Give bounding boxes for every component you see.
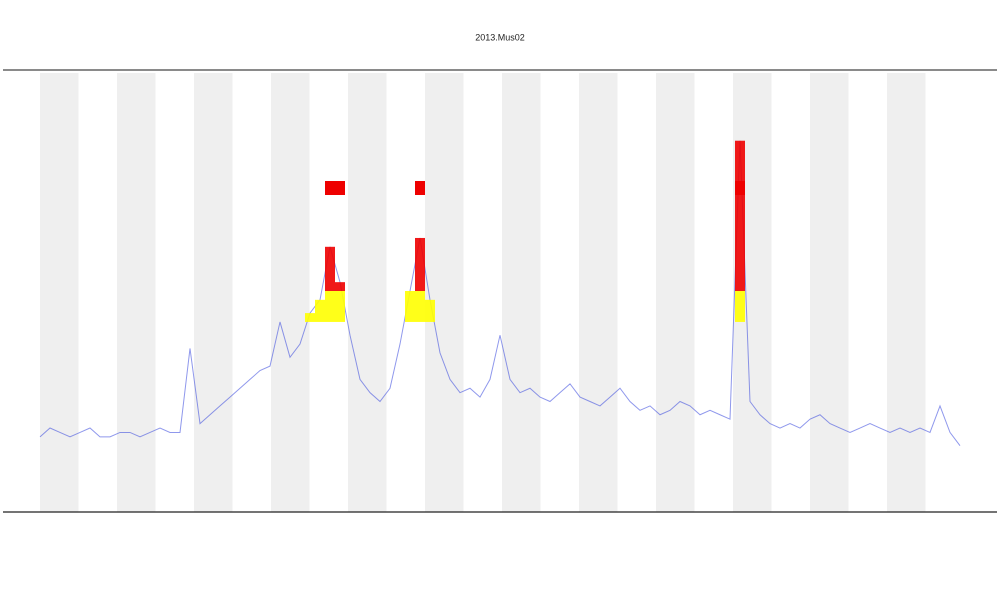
background-band [40, 73, 79, 512]
threshold-fill [405, 291, 415, 322]
exceedance-marker [325, 181, 335, 195]
background-band [117, 73, 156, 512]
background-band [271, 73, 310, 512]
threshold-fill [315, 299, 325, 322]
threshold-fill [735, 140, 745, 291]
threshold-fill [425, 299, 435, 322]
background-band [425, 73, 464, 512]
background-band [194, 73, 233, 512]
threshold-fill [735, 291, 745, 322]
background-band [810, 73, 849, 512]
exceedance-marker [735, 181, 745, 195]
threshold-fill [335, 291, 345, 322]
background-band [348, 73, 387, 512]
background-band [656, 73, 695, 512]
threshold-fill [335, 282, 345, 291]
threshold-fill [325, 291, 335, 322]
background-band [887, 73, 926, 512]
threshold-fill [415, 291, 425, 322]
chart-title: 2013.Mus02 [475, 32, 525, 42]
threshold-fill [305, 313, 315, 322]
exceedance-marker [415, 181, 425, 195]
background-band [502, 73, 541, 512]
threshold-fill [415, 237, 425, 291]
threshold-fill [325, 246, 335, 291]
exceedance-marker [335, 181, 345, 195]
data-line [39, 140, 961, 447]
background-band [579, 73, 618, 512]
